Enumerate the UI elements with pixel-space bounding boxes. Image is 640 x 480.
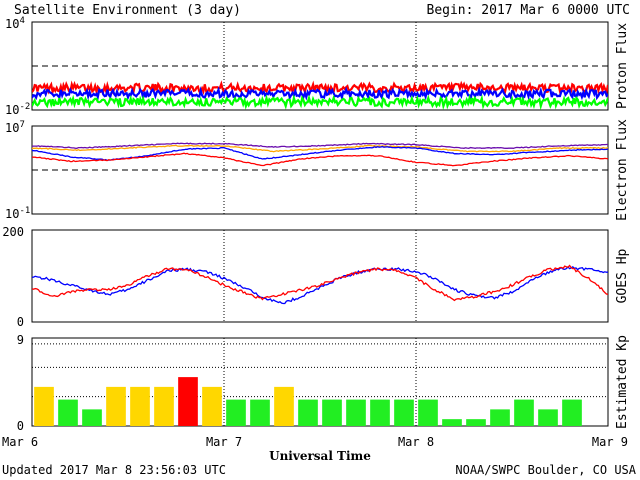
electron-series-purple xyxy=(32,142,608,149)
proton-y-axis-label: Proton Flux xyxy=(615,23,630,109)
electron-series-group xyxy=(32,142,608,167)
chart-title: Satellite Environment (3 day) xyxy=(14,3,241,18)
kp-y-axis-label: Estimated Kp xyxy=(615,335,630,429)
kp-bar xyxy=(58,399,78,426)
proton-series-red xyxy=(32,80,608,97)
electron-y-tick-label: 107 xyxy=(5,120,25,135)
kp-bar xyxy=(130,386,150,426)
proton-flux-panel: 104 10-2 Proton Flux xyxy=(5,16,630,117)
kp-bar xyxy=(370,399,390,426)
hp-series-blue xyxy=(32,265,608,305)
hp-series-group xyxy=(32,264,608,305)
kp-bar xyxy=(394,399,414,426)
hp-frame xyxy=(31,229,609,323)
hp-series-red xyxy=(32,264,608,302)
kp-bar xyxy=(346,399,366,426)
credit-label: NOAA/SWPC Boulder, CO USA xyxy=(455,463,636,477)
proton-series-blue xyxy=(32,86,608,101)
kp-bar xyxy=(418,399,438,426)
kp-y-tick-label: 9 xyxy=(17,333,24,347)
x-tick-label: Mar 9 xyxy=(592,435,628,449)
begin-time-label: Begin: 2017 Mar 6 0000 UTC xyxy=(427,3,631,18)
kp-bar xyxy=(154,386,174,426)
estimated-kp-panel: 9 0 Estimated Kp xyxy=(17,333,630,433)
electron-series-orange xyxy=(32,144,608,153)
proton-series-group xyxy=(32,80,608,110)
kp-bar xyxy=(250,399,270,426)
electron-series-red xyxy=(32,152,608,167)
kp-y-tick-label: 0 xyxy=(17,419,24,433)
hp-y-tick-label: 200 xyxy=(2,225,24,239)
goes-hp-panel: 200 0 GOES Hp xyxy=(2,225,630,329)
electron-flux-panel: 107 10-1 Electron Flux xyxy=(5,119,630,221)
kp-bar xyxy=(298,399,318,426)
kp-bar xyxy=(538,409,558,426)
hp-y-tick-label: 0 xyxy=(17,315,24,329)
kp-bar xyxy=(106,386,126,426)
electron-frame xyxy=(31,125,609,215)
proton-y-tick-label: 104 xyxy=(5,16,25,31)
kp-bar xyxy=(226,399,246,426)
kp-bar xyxy=(490,409,510,426)
updated-timestamp: Updated 2017 Mar 8 23:56:03 UTC xyxy=(2,463,226,477)
x-tick-label: Mar 8 xyxy=(398,435,434,449)
kp-bar xyxy=(202,386,222,426)
kp-bar xyxy=(274,386,294,426)
hp-y-axis-label: GOES Hp xyxy=(615,248,630,303)
proton-y-tick-label: 10-2 xyxy=(5,102,30,117)
kp-bar xyxy=(514,399,534,426)
kp-bar xyxy=(178,377,198,426)
electron-y-tick-label: 10-1 xyxy=(5,206,30,221)
kp-bar xyxy=(442,419,462,426)
kp-bar xyxy=(562,399,582,426)
x-tick-label: Mar 7 xyxy=(206,435,242,449)
x-tick-label: Mar 6 xyxy=(2,435,38,449)
kp-bar xyxy=(466,419,486,426)
electron-y-axis-label: Electron Flux xyxy=(615,119,630,221)
kp-bar xyxy=(34,386,54,426)
proton-series-green xyxy=(32,93,608,110)
kp-bar xyxy=(322,399,342,426)
kp-bar xyxy=(82,409,102,426)
x-axis-label: Universal Time xyxy=(269,449,371,463)
x-axis-ticks: Mar 6 Mar 7 Mar 8 Mar 9 xyxy=(2,435,628,449)
